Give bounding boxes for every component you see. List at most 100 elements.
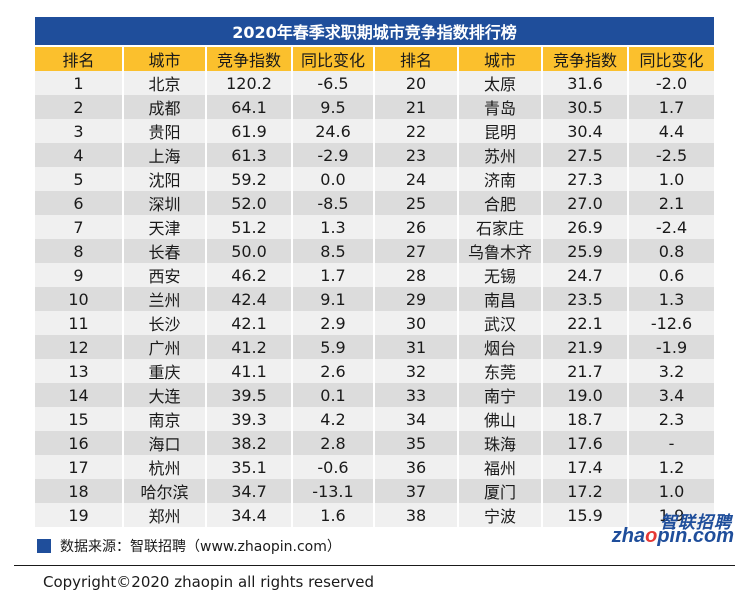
table-cell: 17.4	[542, 455, 629, 479]
table-title: 2020年春季求职期城市竞争指数排行榜	[35, 17, 715, 47]
table-cell: 2.6	[292, 359, 375, 383]
table-cell: 15.9	[542, 503, 629, 527]
table-cell: 0.8	[628, 239, 715, 263]
table-cell: 1.3	[628, 287, 715, 311]
table-cell: 广州	[123, 335, 207, 359]
table-row: 15 南京 39.3 4.2 34 佛山 18.7 2.3	[35, 407, 715, 431]
table-row: 8 长春 50.0 8.5 27 乌鲁木齐 25.9 0.8	[35, 239, 715, 263]
table-cell: 1.7	[292, 263, 375, 287]
table-cell: -12.6	[628, 311, 715, 335]
table-row: 3 贵阳 61.9 24.6 22 昆明 30.4 4.4	[35, 119, 715, 143]
table-cell: 20	[374, 71, 459, 95]
table-cell: 无锡	[458, 263, 543, 287]
table-cell: 29	[374, 287, 459, 311]
table-cell: 27.3	[542, 167, 629, 191]
table-row: 16 海口 38.2 2.8 35 珠海 17.6-	[35, 431, 715, 455]
logo-english: zhaopin.com	[612, 525, 734, 548]
table-cell: 18.7	[542, 407, 629, 431]
table-cell: 南京	[123, 407, 207, 431]
table-cell: 石家庄	[458, 215, 543, 239]
table-row: 5 沈阳 59.2 0.0 24 济南 27.3 1.0	[35, 167, 715, 191]
table-cell: 42.4	[206, 287, 293, 311]
table-body: 1 北京 120.2 -6.5 20 太原 31.6 -2.0 2 成都 64.1 9.5 21 青岛 30…	[35, 71, 715, 527]
table-row: 7 天津 51.2 1.3 26 石家庄 26.9 -2.4	[35, 215, 715, 239]
copyright: Copyright©2020 zhaopin all rights reserv…	[43, 573, 374, 591]
table-cell: 哈尔滨	[123, 479, 207, 503]
table-cell: 贵阳	[123, 119, 207, 143]
logo-en-o: o	[645, 525, 658, 547]
table-cell: 2.3	[628, 407, 715, 431]
table-cell: 2.8	[292, 431, 375, 455]
table-cell: 61.9	[206, 119, 293, 143]
table-cell: 30.4	[542, 119, 629, 143]
logo-chinese: 智联招聘	[660, 513, 732, 533]
table-cell: 2.1	[628, 191, 715, 215]
table-cell: 1.6	[292, 503, 375, 527]
table-cell: 东莞	[458, 359, 543, 383]
table-cell: 24	[374, 167, 459, 191]
footer-divider	[14, 565, 735, 566]
table-cell: 12	[35, 335, 124, 359]
table-cell: 23.5	[542, 287, 629, 311]
table-cell: 11	[35, 311, 124, 335]
table-header-row: 排名 城市 竞争指数 同比变化 排名 城市 竞争指数 同比变化	[35, 46, 715, 71]
table-cell: 34.7	[206, 479, 293, 503]
table-cell: 天津	[123, 215, 207, 239]
table-cell: 3.4	[628, 383, 715, 407]
table-cell: 31	[374, 335, 459, 359]
table-cell: -13.1	[292, 479, 375, 503]
table-cell: 郑州	[123, 503, 207, 527]
table-row: 10 兰州 42.4 9.1 29 南昌 23.5 1.3	[35, 287, 715, 311]
table-cell: 重庆	[123, 359, 207, 383]
column-header: 城市	[458, 46, 543, 71]
table-cell: 42.1	[206, 311, 293, 335]
table-cell: 武汉	[458, 311, 543, 335]
ranking-table: 2020年春季求职期城市竞争指数排行榜 排名 城市 竞争指数 同比变化 排名 城市 竞争指数…	[35, 17, 715, 527]
table-cell: 4.4	[628, 119, 715, 143]
table-cell: 64.1	[206, 95, 293, 119]
source-marker-icon	[37, 539, 51, 553]
table-cell: 16	[35, 431, 124, 455]
table-cell: 35.1	[206, 455, 293, 479]
table-cell: 4	[35, 143, 124, 167]
table-cell: 1.3	[292, 215, 375, 239]
table-cell: 5	[35, 167, 124, 191]
table-cell: 厦门	[458, 479, 543, 503]
table-row: 12 广州 41.2 5.9 31 烟台 21.9 -1.9	[35, 335, 715, 359]
table-cell: 沈阳	[123, 167, 207, 191]
table-cell: 19	[35, 503, 124, 527]
column-header: 同比变化	[628, 46, 715, 71]
table-cell: 0.6	[628, 263, 715, 287]
table-cell: 28	[374, 263, 459, 287]
table-cell: 59.2	[206, 167, 293, 191]
table-cell: 1.0	[628, 479, 715, 503]
table-cell: 38	[374, 503, 459, 527]
table-cell: 37	[374, 479, 459, 503]
table-cell: 9.5	[292, 95, 375, 119]
table-cell: -6.5	[292, 71, 375, 95]
table-cell: 41.2	[206, 335, 293, 359]
table-cell: 佛山	[458, 407, 543, 431]
table-cell: 10	[35, 287, 124, 311]
table-cell: 1.0	[628, 167, 715, 191]
table-cell: 9	[35, 263, 124, 287]
logo-en-prefix: zha	[611, 525, 646, 547]
table-cell: 济南	[458, 167, 543, 191]
table-cell: 苏州	[458, 143, 543, 167]
table-row: 9 西安 46.2 1.7 28 无锡 24.7 0.6	[35, 263, 715, 287]
table-cell: 珠海	[458, 431, 543, 455]
table-cell: 21.9	[542, 335, 629, 359]
table-cell: 31.6	[542, 71, 629, 95]
table-cell: 青岛	[458, 95, 543, 119]
table-cell: 南宁	[458, 383, 543, 407]
table-cell: 烟台	[458, 335, 543, 359]
table-cell: 18	[35, 479, 124, 503]
table-cell: 大连	[123, 383, 207, 407]
table-cell: 2.9	[292, 311, 375, 335]
table-cell: 34.4	[206, 503, 293, 527]
table-cell: 9.1	[292, 287, 375, 311]
table-cell: 6	[35, 191, 124, 215]
table-row: 4 上海 61.3 -2.9 23 苏州 27.5 -2.5	[35, 143, 715, 167]
table-cell: 17.6	[542, 431, 629, 455]
table-cell: 成都	[123, 95, 207, 119]
